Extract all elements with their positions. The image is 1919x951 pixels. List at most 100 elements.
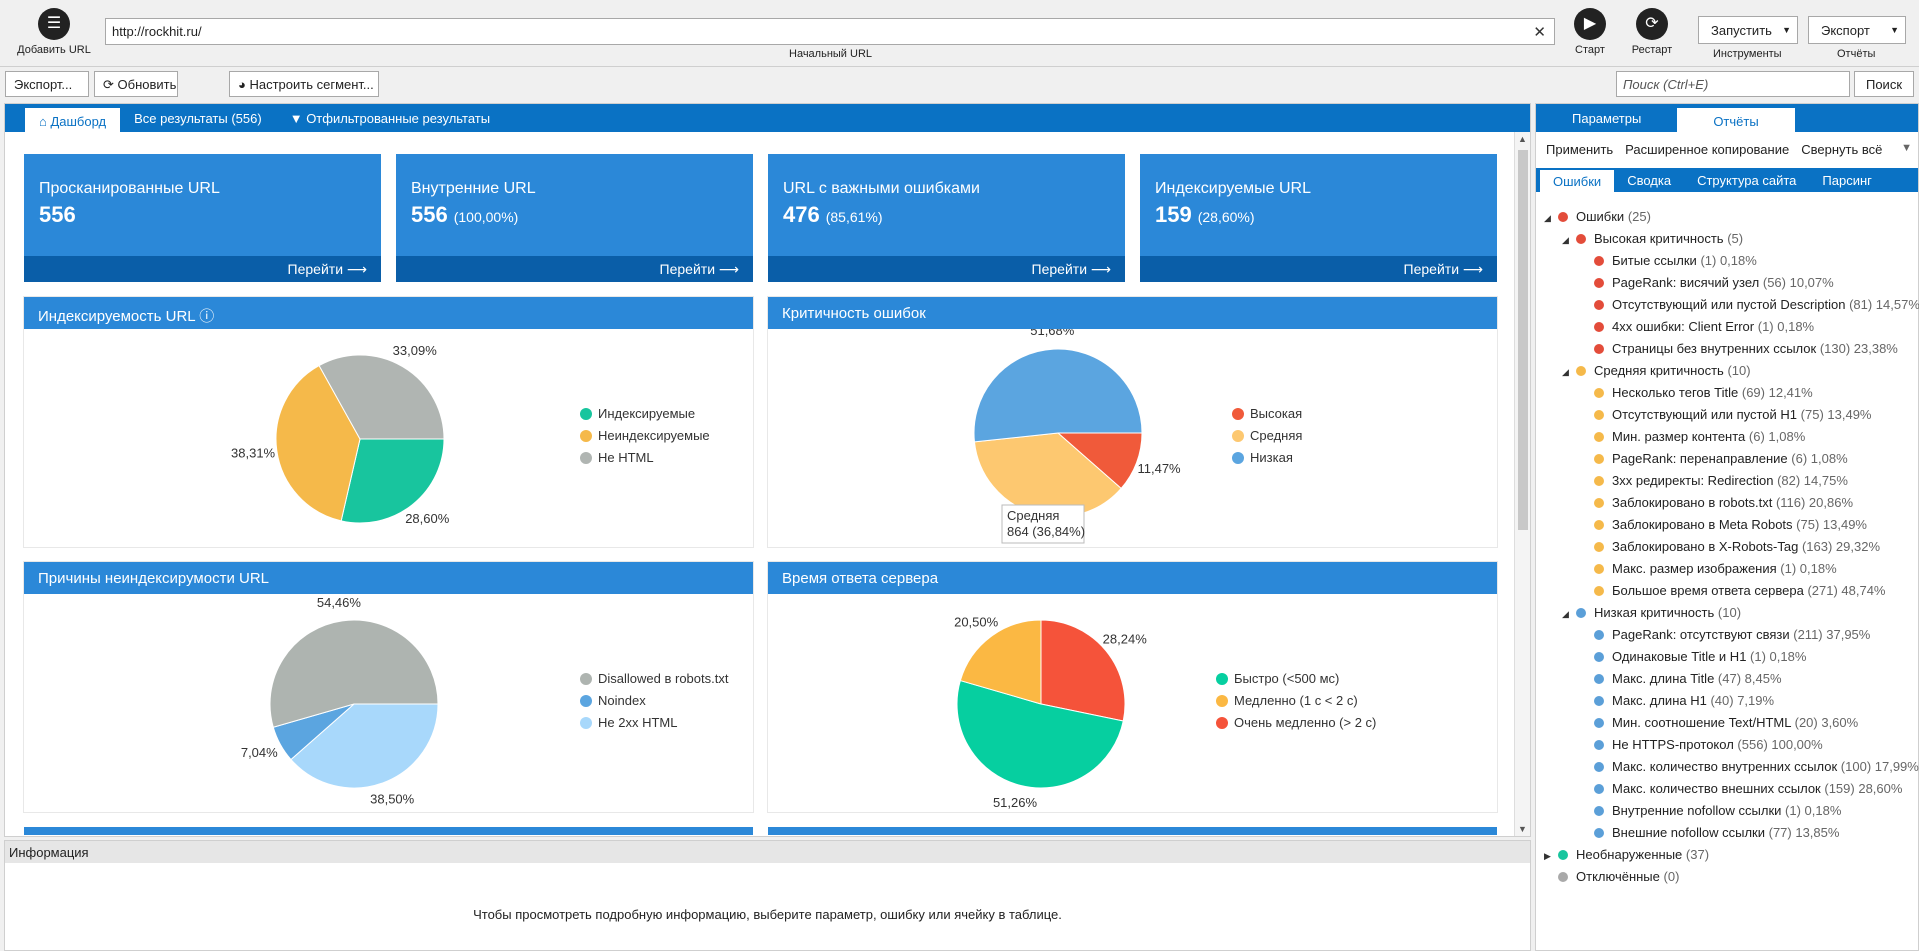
- legend-item[interactable]: Высокая: [1250, 406, 1302, 421]
- expand-icon[interactable]: ▶: [1544, 851, 1551, 861]
- go-button[interactable]: Перейти ⟶: [24, 256, 381, 282]
- scroll-thumb[interactable]: [1518, 150, 1528, 530]
- tree-item[interactable]: Макс. количество внешних ссылок (159) 28…: [1536, 778, 1918, 800]
- start-button[interactable]: ▶ Старт: [1570, 8, 1610, 56]
- tree-item[interactable]: Макс. длина H1 (40) 7,19%: [1536, 690, 1918, 712]
- pie-slice[interactable]: [318, 354, 445, 440]
- apply-button[interactable]: Применить: [1546, 142, 1614, 157]
- segment-button[interactable]: ◕ Настроить сегмент...: [229, 71, 379, 97]
- run-dropdown[interactable]: Запустить ▼: [1698, 16, 1798, 44]
- subtab-parsing[interactable]: Парсинг: [1822, 173, 1872, 188]
- tree-item[interactable]: Мин. размер контента (6) 1,08%: [1536, 426, 1918, 448]
- tree-item[interactable]: Заблокировано в X-Robots-Tag (163) 29,32…: [1536, 536, 1918, 558]
- severity-dot-icon: [1594, 322, 1604, 332]
- legend-item[interactable]: Очень медленно (> 2 с): [1234, 715, 1376, 730]
- filter-icon: ▼: [289, 111, 307, 126]
- subtab-summary[interactable]: Сводка: [1627, 173, 1672, 188]
- pie-chart[interactable]: 11,47%36,84%51,68%ВысокаяСредняяНизкаяСр…: [768, 329, 1497, 547]
- subtab-errors[interactable]: Ошибки: [1540, 170, 1615, 192]
- tree-item[interactable]: Страницы без внутренних ссылок (130) 23,…: [1536, 338, 1918, 360]
- pie-slice[interactable]: [956, 679, 1124, 789]
- search-input[interactable]: Поиск (Ctrl+E): [1616, 71, 1850, 97]
- legend-item[interactable]: Средняя: [1250, 428, 1302, 443]
- pie-slice[interactable]: [959, 619, 1042, 705]
- tab-parameters[interactable]: Параметры: [1572, 111, 1642, 126]
- collapse-all-button[interactable]: Свернуть всё: [1801, 142, 1883, 157]
- tree-item[interactable]: Большое время ответа сервера (271) 48,74…: [1536, 580, 1918, 602]
- restart-button[interactable]: ⟳ Рестарт: [1627, 8, 1677, 56]
- export-button[interactable]: Экспорт...: [5, 71, 89, 97]
- expand-icon[interactable]: ◢: [1544, 213, 1551, 223]
- legend-item[interactable]: Индексируемые: [598, 406, 695, 421]
- tree-item[interactable]: 4xx ошибки: Client Error (1) 0,18%: [1536, 316, 1918, 338]
- expand-icon[interactable]: ◢: [1562, 367, 1569, 377]
- go-button[interactable]: Перейти ⟶: [768, 256, 1125, 282]
- legend-item[interactable]: Низкая: [1250, 450, 1293, 465]
- go-button[interactable]: Перейти ⟶: [396, 256, 753, 282]
- tree-item[interactable]: Одинаковые Title и H1 (1) 0,18%: [1536, 646, 1918, 668]
- tree-item[interactable]: PageRank: перенаправление (6) 1,08%: [1536, 448, 1918, 470]
- export-dropdown[interactable]: Экспорт ▼: [1808, 16, 1906, 44]
- tree-item[interactable]: Макс. размер изображения (1) 0,18%: [1536, 558, 1918, 580]
- legend-item[interactable]: Не HTML: [598, 450, 654, 465]
- expand-icon[interactable]: ◢: [1562, 235, 1569, 245]
- tab-all-results[interactable]: Все результаты (556): [134, 111, 262, 126]
- pie-chart[interactable]: 28,60% 38,31% 33,09% Индексируемые Неиндекси…: [24, 329, 753, 547]
- pie-chart[interactable]: 28,24% 51,26% 20,50% Быстро (<500 мс) Медлен…: [768, 594, 1497, 812]
- clear-icon[interactable]: ✕: [1533, 24, 1546, 41]
- tree-item[interactable]: ◢ Ошибки (25): [1536, 206, 1918, 228]
- tree-item[interactable]: Несколько тегов Title (69) 12,41%: [1536, 382, 1918, 404]
- go-button[interactable]: Перейти ⟶: [1140, 256, 1497, 282]
- tree-item[interactable]: 3xx редиректы: Redirection (82) 14,75%: [1536, 470, 1918, 492]
- legend-item[interactable]: Медленно (1 с < 2 с): [1234, 693, 1358, 708]
- tree-item[interactable]: PageRank: отсутствуют связи (211) 37,95%: [1536, 624, 1918, 646]
- info-icon[interactable]: ⓘ: [199, 308, 215, 325]
- tab-reports[interactable]: Отчёты: [1677, 108, 1795, 132]
- legend-item[interactable]: Не 2xx HTML: [598, 715, 677, 730]
- tree-item[interactable]: Мин. соотношение Text/HTML (20) 3,60%: [1536, 712, 1918, 734]
- scroll-up-icon[interactable]: ▲: [1518, 134, 1527, 144]
- tree-item[interactable]: ◢ Высокая критичность (5): [1536, 228, 1918, 250]
- slice-label: 28,60%: [405, 511, 450, 526]
- tree-item[interactable]: Не HTTPS-протокол (556) 100,00%: [1536, 734, 1918, 756]
- url-input[interactable]: http://rockhit.ru/ ✕: [105, 18, 1555, 45]
- legend-item[interactable]: Быстро (<500 мс): [1234, 671, 1339, 686]
- pie-chart[interactable]: 38,50% 7,04% 54,46% Disallowed в robots.txt…: [24, 594, 753, 812]
- legend-item[interactable]: Неиндексируемые: [598, 428, 710, 443]
- tree-item[interactable]: Битые ссылки (1) 0,18%: [1536, 250, 1918, 272]
- add-url-button[interactable]: ☰ Добавить URL: [14, 8, 94, 56]
- tree-item[interactable]: ▶ Необнаруженные (37): [1536, 844, 1918, 866]
- subtab-site-structure[interactable]: Структура сайта: [1697, 173, 1797, 188]
- tree-item[interactable]: Отсутствующий или пустой Description (81…: [1536, 294, 1919, 316]
- tab-filtered-results[interactable]: ▼ Отфильтрованные результаты: [289, 111, 491, 126]
- tree-item[interactable]: Макс. длина Title (47) 8,45%: [1536, 668, 1918, 690]
- tree-item[interactable]: ◢ Средняя критичность (10): [1536, 360, 1918, 382]
- search-button[interactable]: Поиск: [1854, 71, 1914, 97]
- pie-slice[interactable]: [275, 364, 361, 522]
- tab-dashboard[interactable]: ⌂ Дашборд: [25, 108, 121, 132]
- pie-slice[interactable]: [340, 438, 445, 524]
- pie-slice[interactable]: [290, 703, 439, 789]
- refresh-button[interactable]: ⟳ Обновить: [94, 71, 178, 97]
- scroll-down-icon[interactable]: ▼: [1518, 824, 1527, 834]
- tree-item[interactable]: Внутренние nofollow ссылки (1) 0,18%: [1536, 800, 1918, 822]
- tree-item[interactable]: Макс. количество внутренних ссылок (100)…: [1536, 756, 1919, 778]
- tree-item[interactable]: PageRank: висячий узел (56) 10,07%: [1536, 272, 1918, 294]
- tree-item[interactable]: Отключённые (0): [1536, 866, 1918, 888]
- filter-icon[interactable]: ▼: [1901, 142, 1912, 154]
- tree-item[interactable]: Внешние nofollow ссылки (77) 13,85%: [1536, 822, 1918, 844]
- legend-item[interactable]: Noindex: [598, 693, 646, 708]
- tree-item[interactable]: Заблокировано в robots.txt (116) 20,86%: [1536, 492, 1918, 514]
- severity-dot-icon: [1594, 256, 1604, 266]
- tree-item[interactable]: ◢ Низкая критичность (10): [1536, 602, 1918, 624]
- pie-slice[interactable]: [1040, 619, 1126, 722]
- tree-item[interactable]: Отсутствующий или пустой H1 (75) 13,49%: [1536, 404, 1918, 426]
- tree-item-count: (81) 14,57%: [1849, 297, 1919, 312]
- expand-icon[interactable]: ◢: [1562, 609, 1569, 619]
- legend-item[interactable]: Disallowed в robots.txt: [598, 671, 729, 686]
- tree-item[interactable]: Заблокировано в Meta Robots (75) 13,49%: [1536, 514, 1918, 536]
- pie-slice[interactable]: [269, 619, 439, 728]
- pie-slice[interactable]: [973, 348, 1143, 443]
- advanced-copy-button[interactable]: Расширенное копирование: [1625, 142, 1790, 157]
- dashboard-scrollbar[interactable]: ▲ ▼: [1514, 132, 1530, 836]
